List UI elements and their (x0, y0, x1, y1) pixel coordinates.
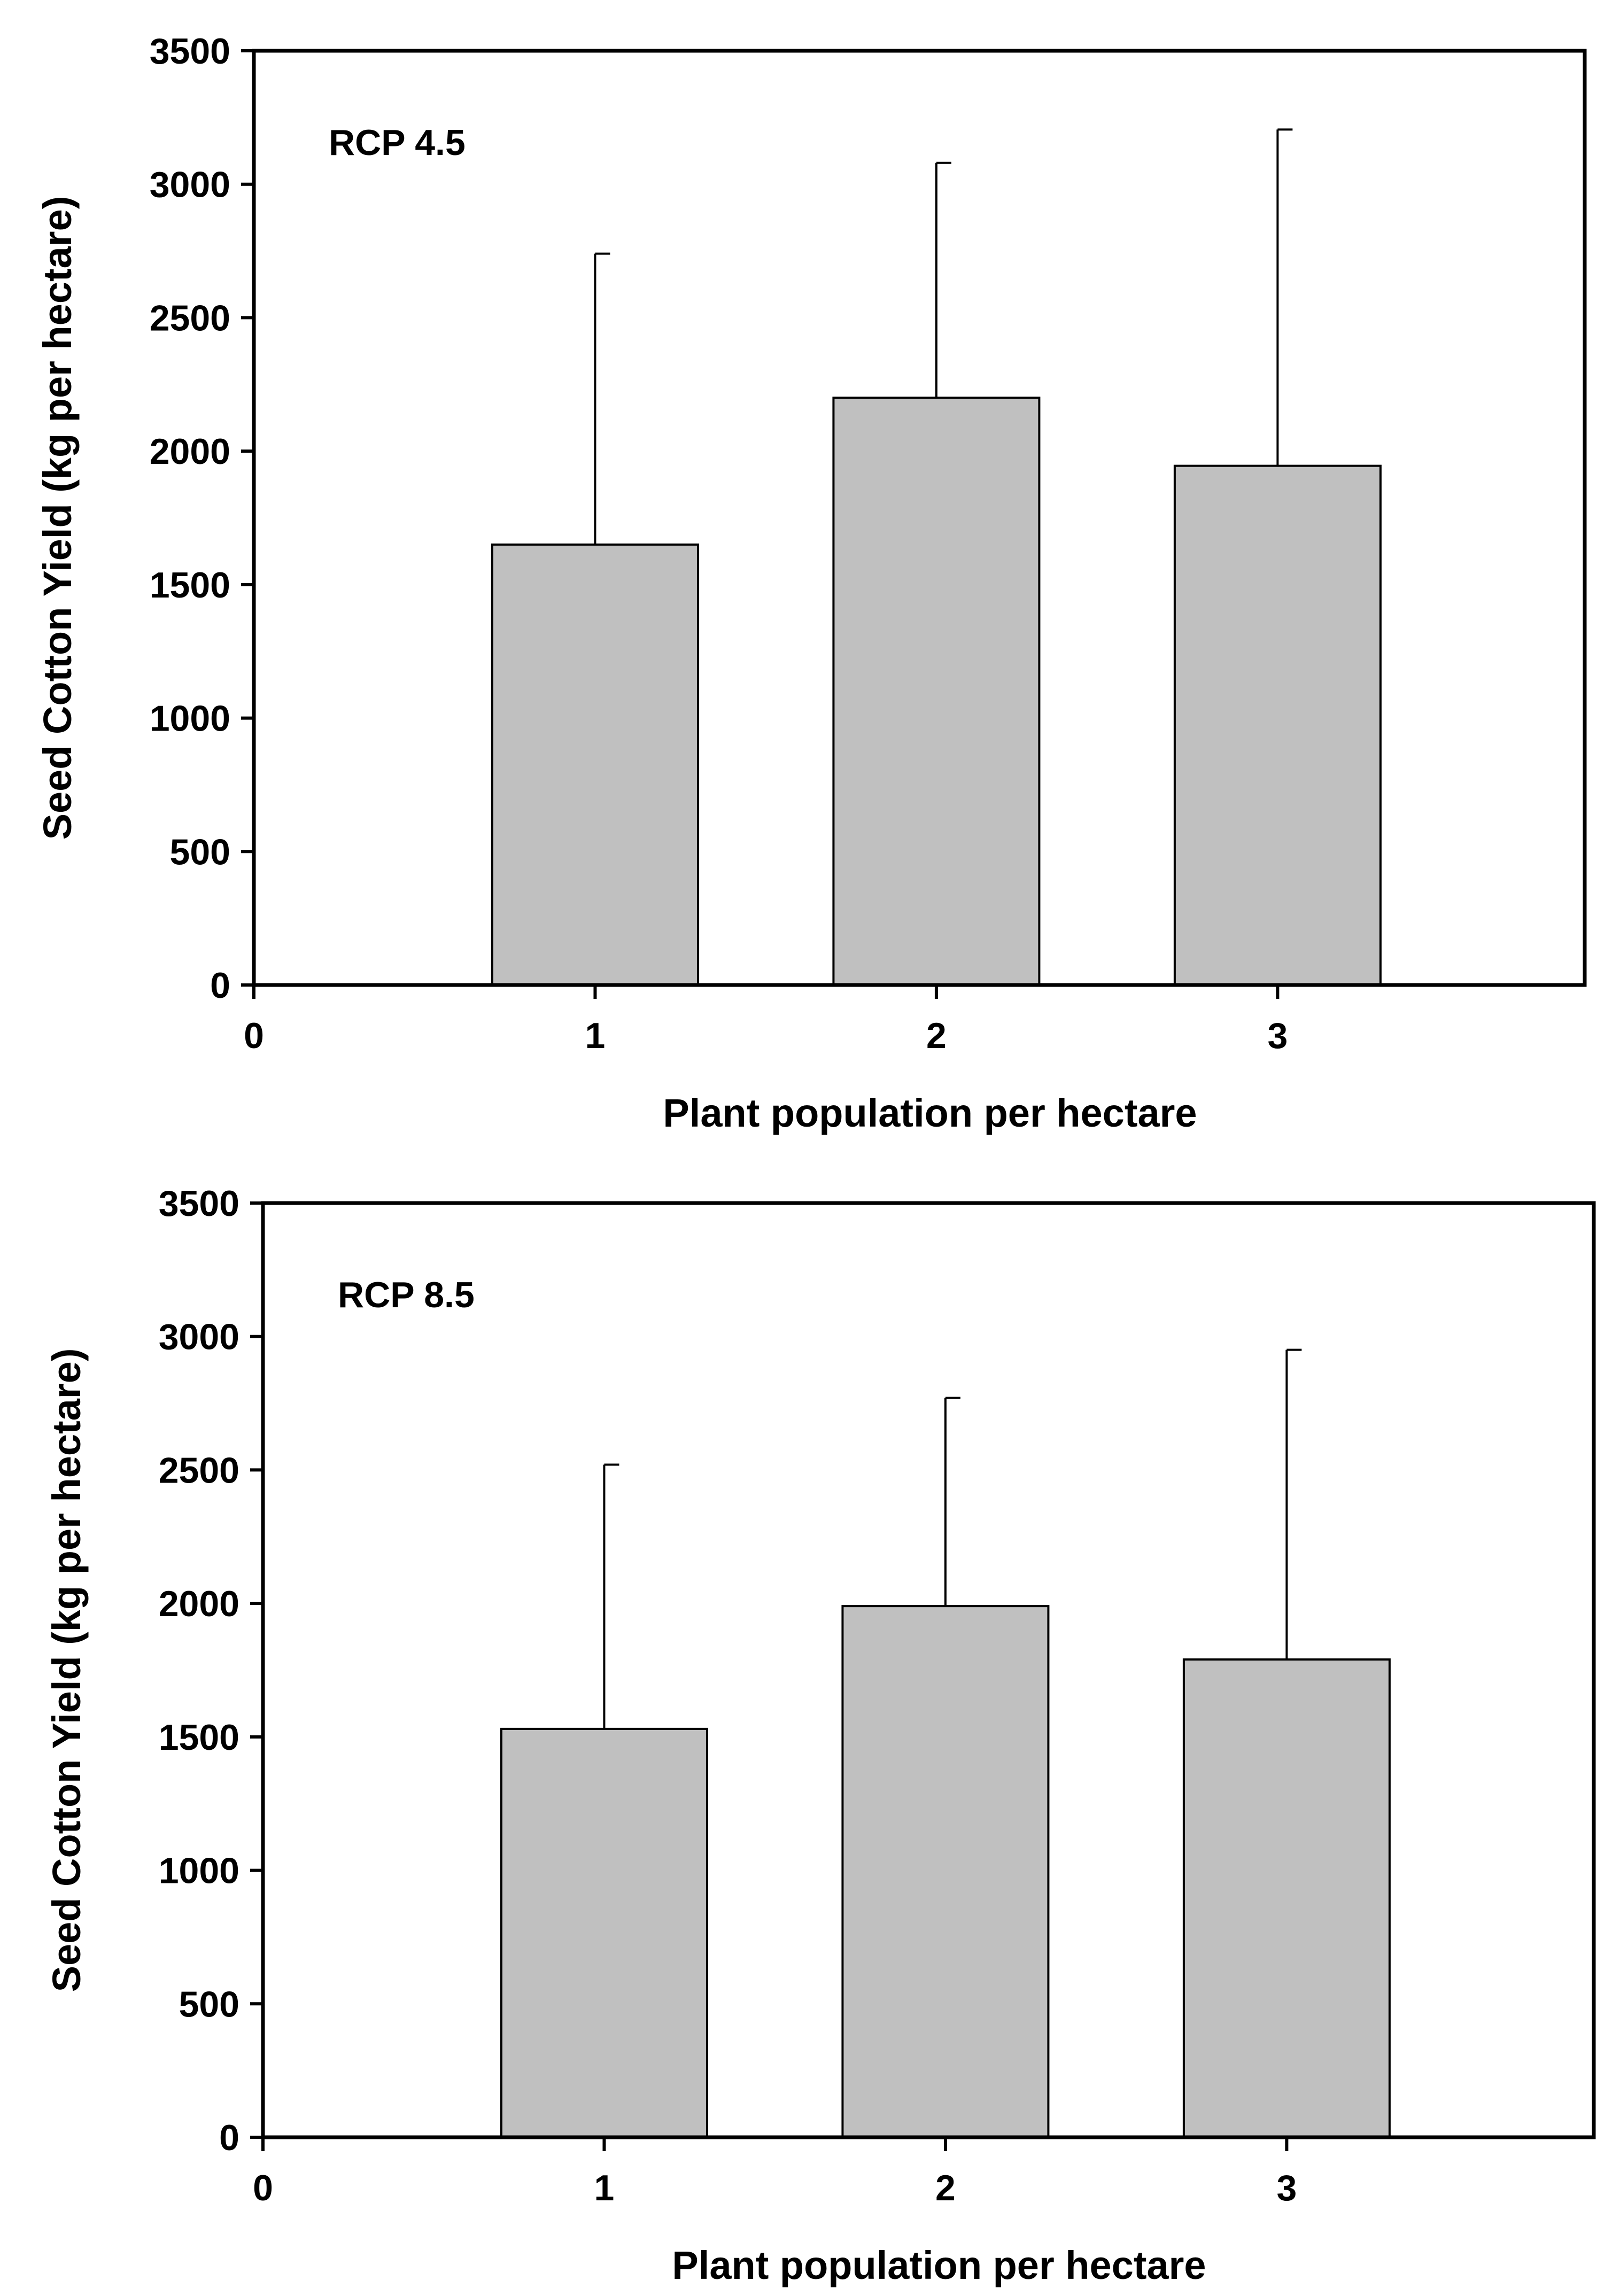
y-axis-title: Seed Cotton Yield (kg per hectare) (44, 1348, 89, 1992)
y-tick-label: 1500 (150, 565, 230, 606)
y-tick-label: 0 (210, 965, 230, 1006)
chart-panel-rcp-4-5: 0 500 1000 1500 2000 2500 3000 3500 0 1 2 3 Plant po… (35, 31, 1587, 1135)
x-tick-label: 1 (585, 1015, 606, 1056)
x-tick-label: 0 (244, 1015, 264, 1056)
y-tick-label: 500 (170, 832, 230, 872)
y-tick-label: 3000 (159, 1317, 239, 1358)
x-axis-title: Plant population per hectare (663, 1091, 1197, 1135)
y-tick-label: 2000 (150, 431, 230, 472)
y-tick-label: 1500 (159, 1717, 239, 1758)
y-tick-label: 0 (219, 2117, 239, 2158)
bar-3 (1182, 1658, 1391, 2139)
y-tick-label: 1000 (159, 1851, 239, 1891)
y-tick-label: 500 (179, 1984, 239, 2024)
bar-3 (1173, 464, 1382, 986)
y-tick-label: 3000 (150, 165, 230, 205)
x-tick-label: 0 (253, 2168, 273, 2208)
scenario-annotation: RCP 4.5 (329, 122, 466, 163)
bar-2 (841, 1605, 1050, 2139)
scenario-annotation: RCP 8.5 (338, 1275, 475, 1315)
y-tick-label: 2000 (159, 1584, 239, 1624)
x-tick-label: 1 (594, 2168, 615, 2208)
y-tick-label: 2500 (159, 1450, 239, 1491)
chart-panel-rcp-8-5: 0 500 1000 1500 2000 2500 3000 3500 0 1 2 3 Plant po… (44, 1183, 1596, 2287)
x-tick-label: 3 (1276, 2168, 1297, 2208)
x-tick-label: 2 (926, 1015, 947, 1056)
y-axis-title: Seed Cotton Yield (kg per hectare) (35, 196, 80, 840)
bar-2 (832, 397, 1041, 986)
y-tick-label: 3500 (159, 1183, 239, 1224)
y-tick-label: 1000 (150, 699, 230, 739)
x-tick-label: 2 (935, 2168, 956, 2208)
plot-frame (261, 1201, 1596, 2139)
y-tick-label: 2500 (150, 298, 230, 338)
bar-1 (500, 1727, 708, 2138)
bar-1 (491, 543, 699, 986)
x-tick-label: 3 (1267, 1015, 1288, 1056)
y-tick-label: 3500 (150, 31, 230, 72)
x-axis-title: Plant population per hectare (672, 2243, 1206, 2287)
plot-frame (252, 49, 1587, 987)
